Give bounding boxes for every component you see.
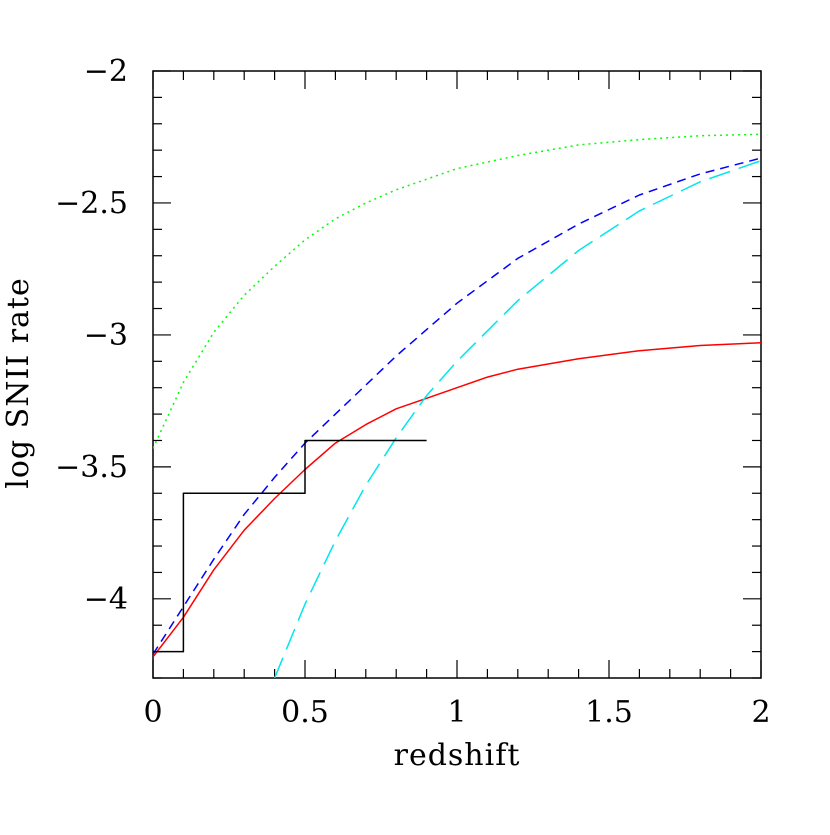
x-tick-label: 0 xyxy=(143,695,162,730)
blue-dashed-series-line xyxy=(153,157,761,655)
x-tick-label: 1.5 xyxy=(585,695,633,730)
x-tick-label: 1 xyxy=(447,695,466,730)
y-tick-label: −4 xyxy=(84,582,128,617)
y-tick-label: −2 xyxy=(84,54,128,89)
y-tick-label: −2.5 xyxy=(55,186,128,221)
series-group xyxy=(153,133,761,678)
tick-marks xyxy=(152,70,762,679)
black-step-series-line xyxy=(153,439,427,653)
x-tick-label: 0.5 xyxy=(281,695,329,730)
plot-frame xyxy=(152,70,762,679)
y-axis-title: log SNII rate xyxy=(1,277,36,488)
tick-labels: 0 0.5 1 1.5 2 −2 −2.5 −3 −3.5 −4 xyxy=(55,54,770,730)
x-axis-title: redshift xyxy=(394,738,521,773)
x-tick-label: 2 xyxy=(751,695,770,730)
y-tick-label: −3.5 xyxy=(55,450,128,485)
red-solid-series-line xyxy=(153,342,761,658)
y-tick-label: −3 xyxy=(84,318,128,353)
green-dotted-series-line xyxy=(153,133,761,449)
cyan-long-dashed-series-line xyxy=(273,159,761,678)
